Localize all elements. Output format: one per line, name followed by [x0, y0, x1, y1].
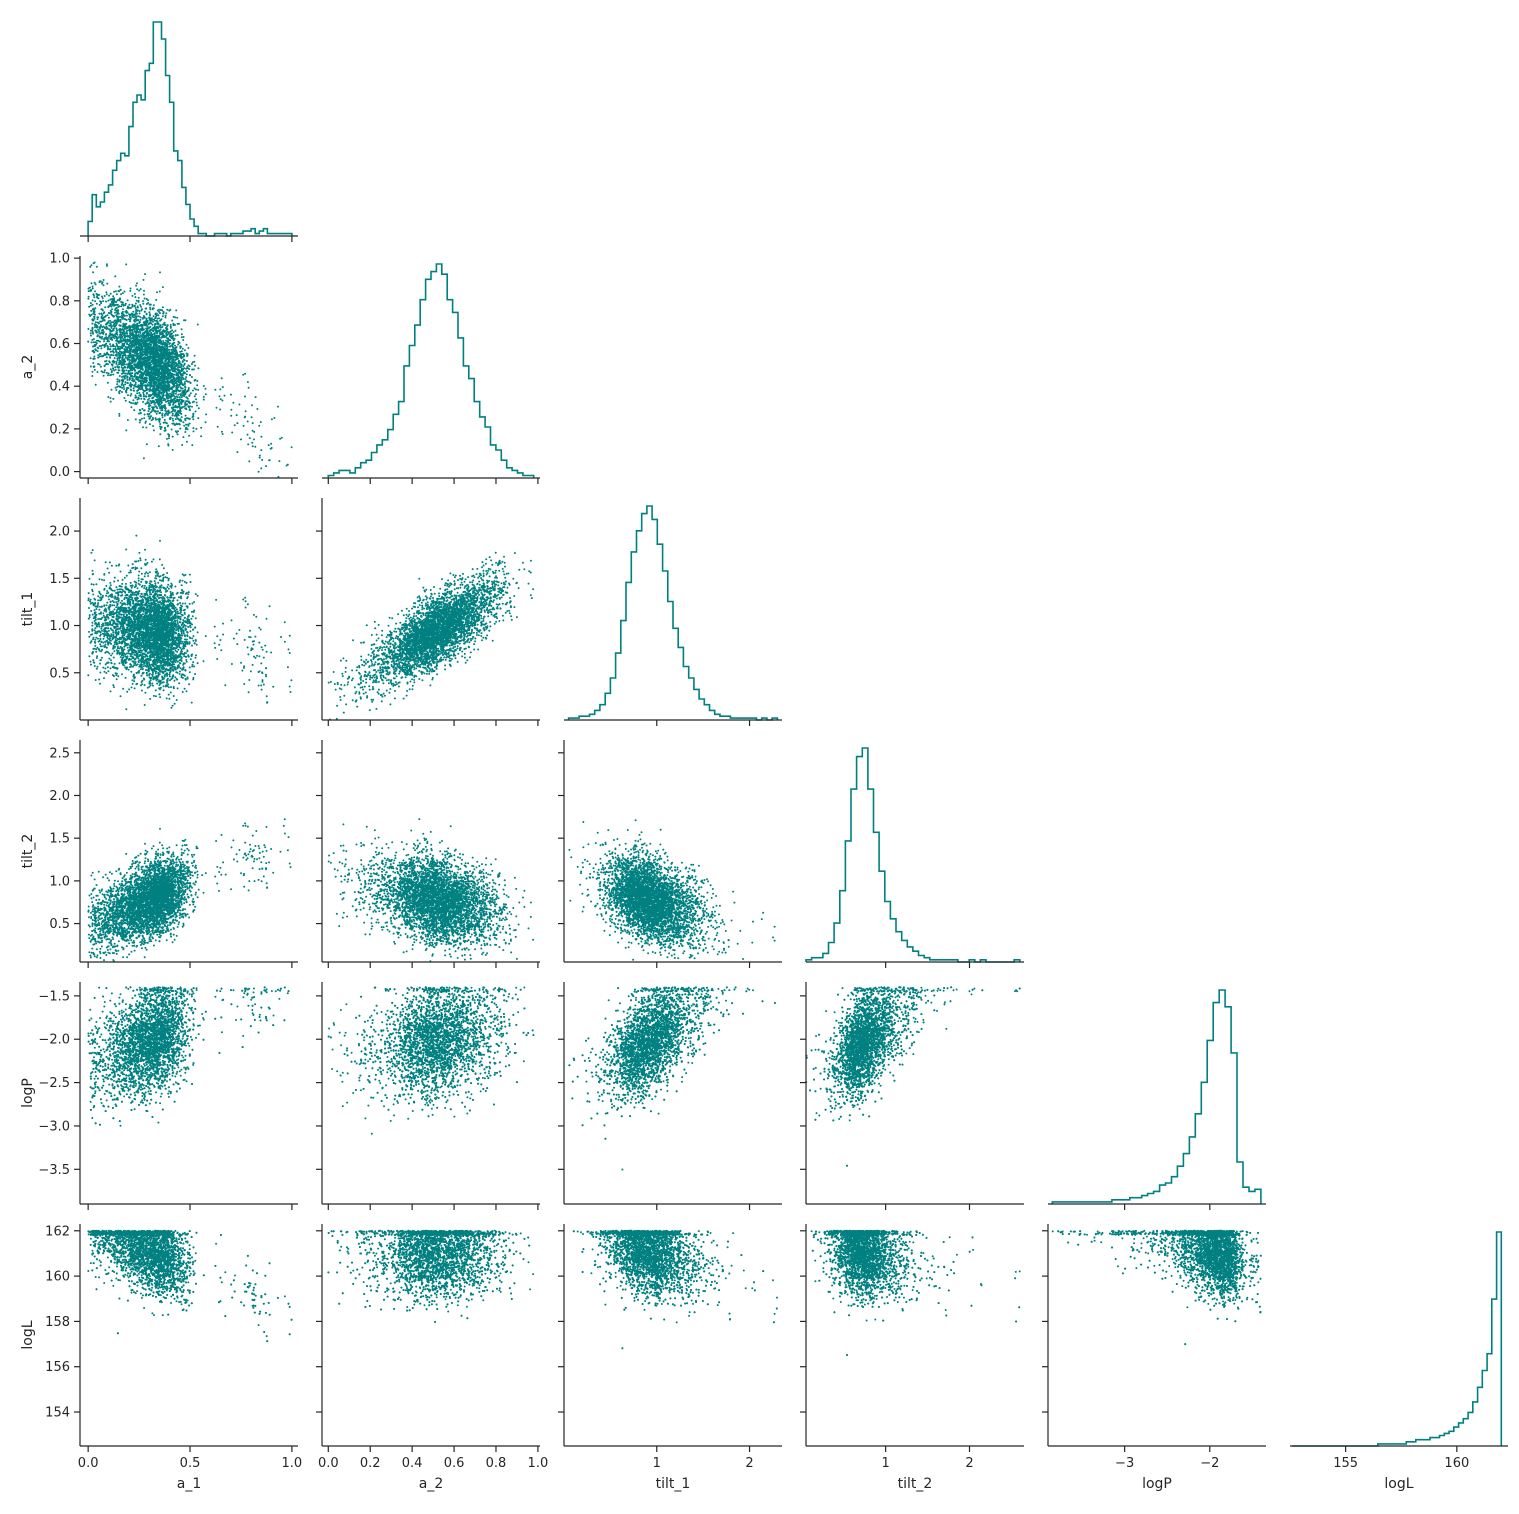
panel-tilt_2-logP: [800, 982, 1024, 1210]
y-tick-label: 0.4: [49, 380, 70, 395]
x-axis-label-logL: logL: [1384, 1476, 1413, 1492]
x-tick-label: 2: [745, 1456, 753, 1471]
scatter-a_1-logL: [87, 1230, 292, 1342]
y-tick-label: 0.8: [49, 294, 70, 309]
x-tick-label: −2: [1200, 1456, 1219, 1471]
y-axis-label-a_2: a_2: [20, 355, 36, 380]
panel-a_1-logP: −3.5 −3.0 −2.5 −2.0 −1.5 logP: [20, 982, 298, 1210]
y-tick-label: 0.6: [49, 337, 70, 352]
panel-logP-logP: [1048, 990, 1266, 1210]
x-tick-label: 2: [965, 1456, 973, 1471]
y-axis-label-tilt_2: tilt_2: [20, 834, 36, 869]
panel-tilt_2-tilt_2: [806, 748, 1024, 968]
x-tick-label: 1.0: [282, 1456, 303, 1471]
y-tick-label: −3.0: [38, 1119, 70, 1134]
y-tick-label: −2.0: [38, 1033, 70, 1048]
y-tick-label: 2.0: [49, 525, 70, 540]
panel-a_1-tilt_1: 0.5 1.0 1.5 2.0 tilt_1: [20, 498, 298, 726]
scatter-a_1-a_2: [87, 262, 292, 478]
y-axis-label-logL: logL: [20, 1320, 36, 1349]
panel-tilt_2-logL: 1 2 tilt_2: [800, 1224, 1024, 1492]
scatter-tilt_1-logP: [568, 986, 776, 1170]
panel-tilt_1-tilt_2: [558, 740, 782, 968]
scatter-a_2-logL: [327, 1230, 534, 1323]
y-tick-label: 1.0: [49, 619, 70, 634]
panel-a_2-tilt_2: [316, 740, 540, 968]
panel-a_1-tilt_2: 0.5 1.0 1.5 2.0 2.5 tilt_2: [20, 740, 298, 968]
panel-a_2-logL: 0.0 0.2 0.4 0.6 0.8 1.0 a_2: [316, 1224, 548, 1492]
y-tick-label: 2.5: [49, 746, 70, 761]
x-tick-label: 1.0: [528, 1456, 549, 1471]
x-axis-label-a_1: a_1: [177, 1476, 202, 1492]
panel-logP-logL: −3 −2 logP: [1042, 1224, 1266, 1492]
panel-tilt_1-tilt_1: [564, 506, 782, 726]
y-axis-label-logP: logP: [20, 1078, 36, 1108]
y-tick-label: −2.5: [38, 1076, 70, 1091]
y-tick-label: 154: [45, 1406, 70, 1421]
panel-tilt_1-logL: 1 2 tilt_1: [558, 1224, 782, 1492]
y-tick-label: 1.0: [49, 252, 70, 267]
panel-a_1-a_2: 0.0 0.2 0.4 0.6 0.8 1.0 a_2: [20, 252, 298, 484]
panel-a_1-logL: 154 156 158 160 162 0.0 0.5 1.0 a_1 logL: [20, 1224, 302, 1492]
x-tick-label: 0.0: [318, 1456, 339, 1471]
scatter-a_2-tilt_2: [328, 818, 534, 962]
x-tick-label: 0.5: [180, 1456, 201, 1471]
panel-a_2-tilt_1: [316, 498, 540, 726]
panel-a_2-a_2: [322, 264, 540, 484]
x-tick-label: 0.0: [78, 1456, 99, 1471]
scatter-a_2-tilt_1: [328, 552, 534, 721]
histogram-tilt_1: [569, 506, 778, 720]
panel-a_1-a_1: [80, 22, 298, 242]
y-tick-label: 162: [45, 1224, 70, 1239]
y-tick-label: 2.0: [49, 789, 70, 804]
x-tick-label: 0.2: [360, 1456, 381, 1471]
scatter-tilt_1-logL: [573, 1230, 778, 1350]
x-axis-label-tilt_1: tilt_1: [656, 1476, 691, 1492]
x-tick-label: 1: [882, 1456, 890, 1471]
x-axis-label-logP: logP: [1142, 1476, 1172, 1492]
x-tick-label: −3: [1115, 1456, 1134, 1471]
scatter-tilt_2-logP: [805, 986, 1021, 1166]
x-tick-label: 0.8: [486, 1456, 507, 1471]
histogram-a_1: [88, 22, 292, 236]
scatter-logP-logL: [1052, 1230, 1262, 1345]
y-tick-label: 156: [45, 1360, 70, 1375]
y-tick-label: 1.5: [49, 832, 70, 847]
x-axis-label-tilt_2: tilt_2: [898, 1476, 933, 1492]
x-tick-label: 0.6: [444, 1456, 465, 1471]
histogram-logL: [1292, 1232, 1501, 1446]
x-tick-label: 0.4: [402, 1456, 423, 1471]
y-tick-label: −3.5: [38, 1163, 70, 1178]
scatter-tilt_2-logL: [811, 1230, 1021, 1356]
histogram-a_2: [328, 264, 533, 478]
histogram-tilt_2: [806, 748, 1020, 962]
panel-logL-logL: 155 160 logL: [1290, 1232, 1508, 1492]
x-tick-label: 160: [1444, 1456, 1469, 1471]
x-axis-label-a_2: a_2: [419, 1476, 444, 1492]
y-tick-label: 160: [45, 1270, 70, 1285]
scatter-a_2-logP: [328, 986, 535, 1134]
panel-a_2-logP: [316, 982, 540, 1210]
panel-tilt_1-logP: [558, 982, 782, 1210]
y-tick-label: 1.5: [49, 572, 70, 587]
y-tick-label: 0.5: [49, 917, 70, 932]
x-tick-label: 1: [653, 1456, 661, 1471]
y-tick-label: 158: [45, 1315, 70, 1330]
x-tick-label: 155: [1333, 1456, 1358, 1471]
y-axis-label-tilt_1: tilt_1: [20, 592, 36, 627]
y-tick-label: 1.0: [49, 874, 70, 889]
scatter-a_1-logP: [88, 986, 290, 1127]
y-tick-label: −1.5: [38, 989, 70, 1004]
scatter-a_1-tilt_2: [87, 818, 291, 962]
scatter-a_1-tilt_1: [87, 535, 292, 711]
y-tick-label: 0.2: [49, 422, 70, 437]
scatter-tilt_1-tilt_2: [568, 819, 775, 961]
histogram-logP: [1052, 990, 1261, 1204]
y-tick-label: 0.0: [49, 465, 70, 480]
y-tick-label: 0.5: [49, 666, 70, 681]
